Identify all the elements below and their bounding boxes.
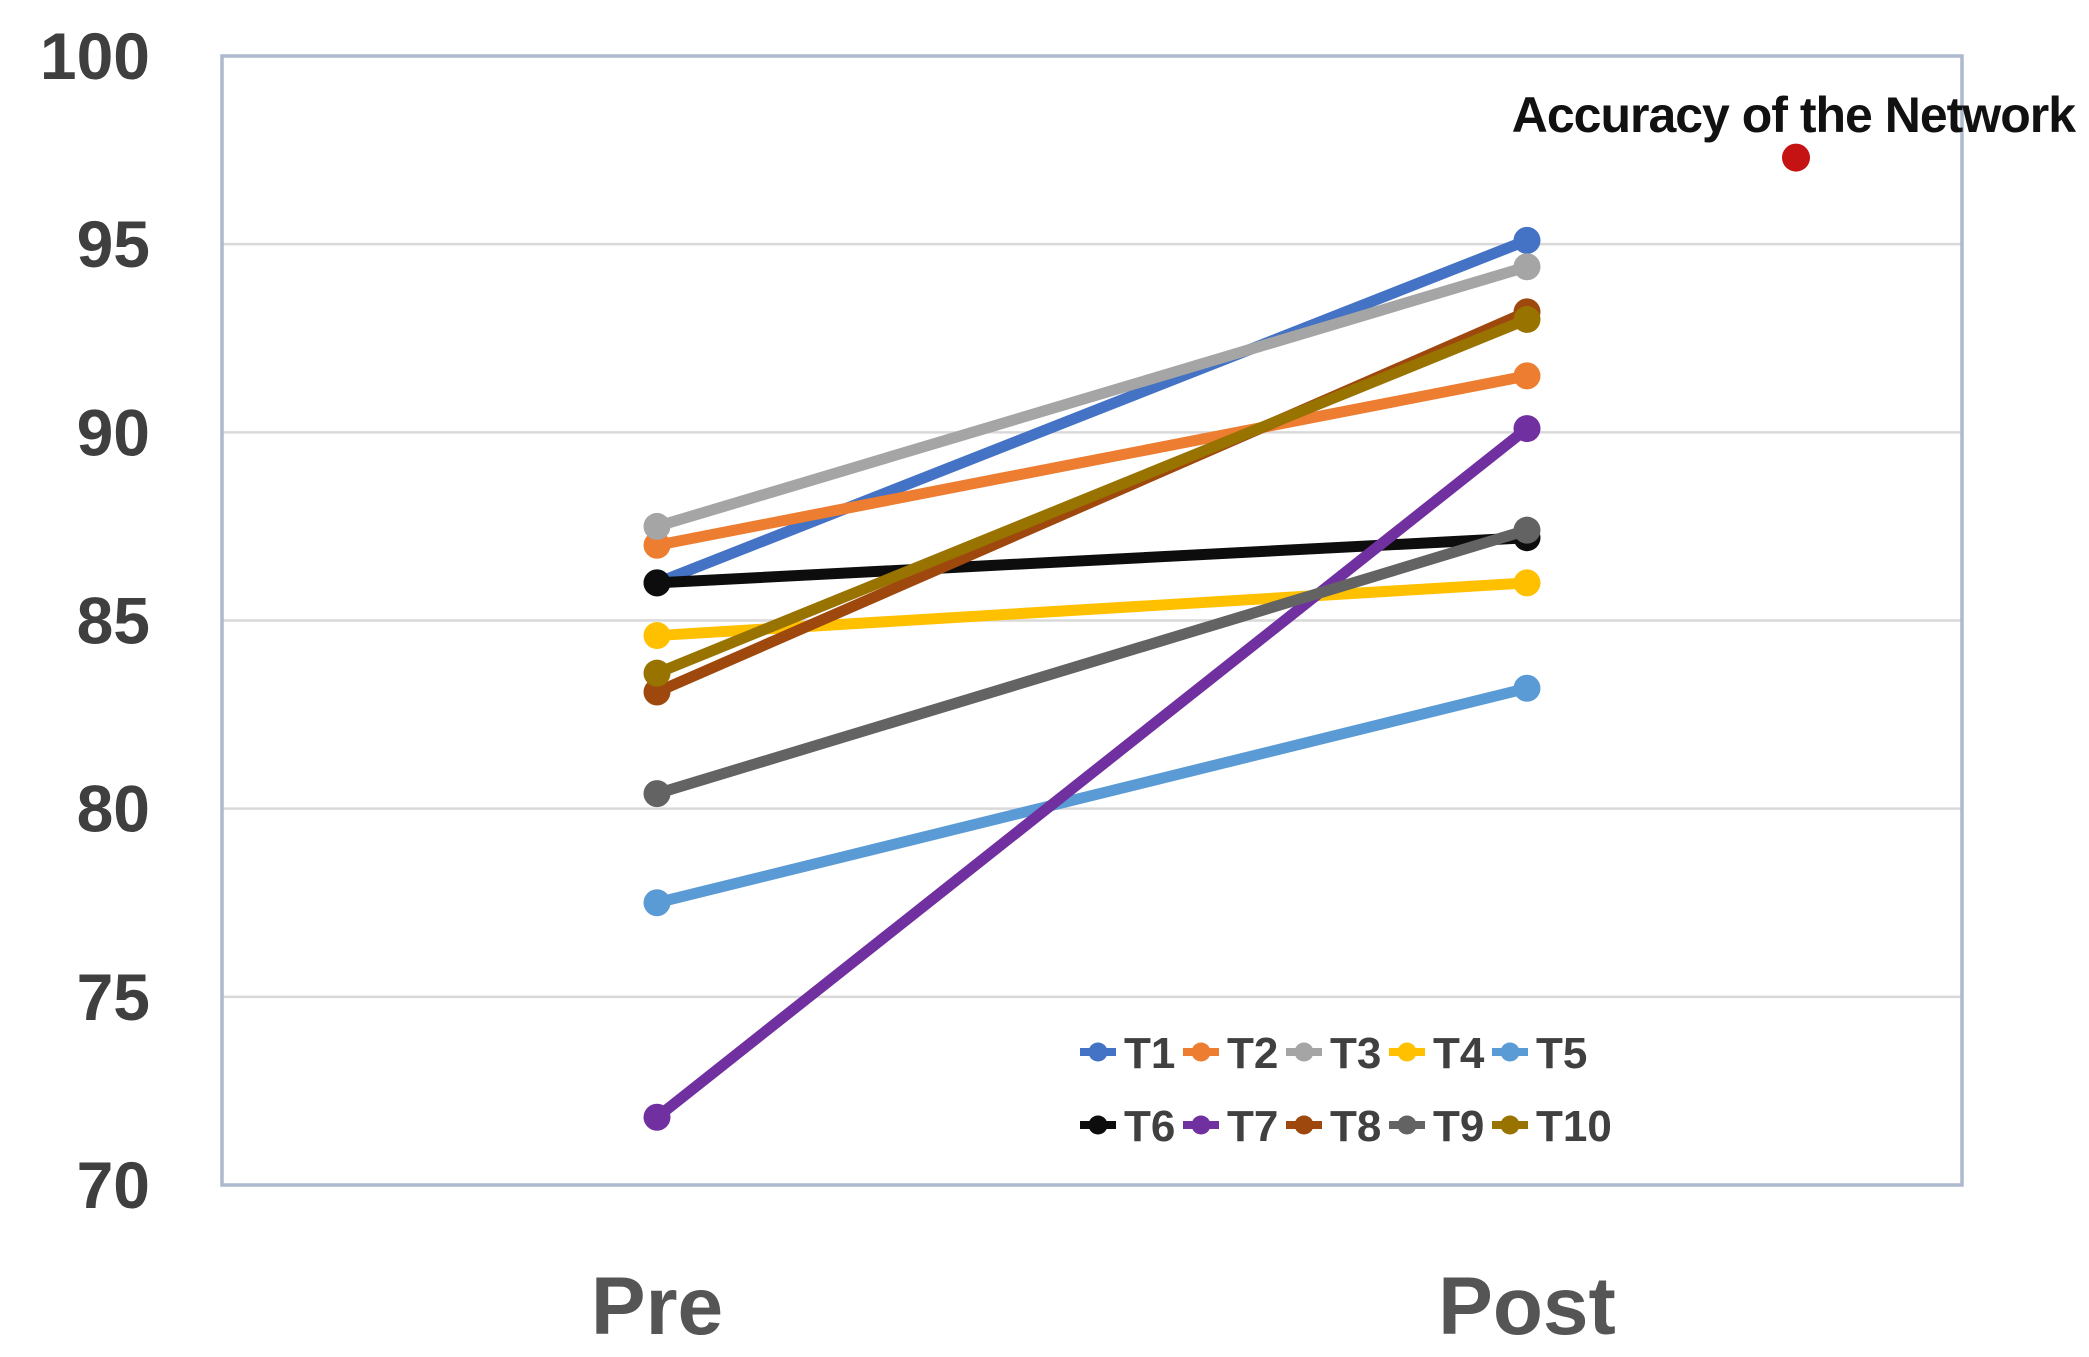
series-line-T6 — [651, 532, 1533, 589]
data-point-T7-pre — [643, 1103, 671, 1131]
annotation-red-dot — [1782, 143, 1810, 172]
series-line-T3 — [651, 261, 1533, 532]
y-tick-label-70: 70 — [77, 1148, 150, 1222]
data-point-T10-post — [1513, 305, 1541, 333]
series-line-T10 — [651, 313, 1533, 679]
data-point-T9-pre — [643, 780, 671, 808]
data-point-T4-pre — [643, 622, 671, 650]
legend-marker-dot-T7 — [1191, 1115, 1211, 1135]
legend-marker-dot-T8 — [1294, 1115, 1314, 1135]
y-tick-label-100: 100 — [40, 19, 150, 93]
data-point-T1-post — [1513, 226, 1541, 254]
legend-label-T2: T2 — [1227, 1029, 1278, 1078]
legend-marker-dot-T3 — [1294, 1042, 1314, 1062]
series-line-T9 — [651, 524, 1533, 800]
legend-label-T10: T10 — [1536, 1102, 1612, 1151]
series-line-T4 — [651, 577, 1533, 642]
data-point-T6-pre — [643, 569, 671, 597]
legend-label-T8: T8 — [1330, 1102, 1381, 1151]
series-line-T5 — [651, 682, 1533, 909]
legend-marker-dot-T6 — [1088, 1115, 1108, 1135]
legend-marker-dot-T1 — [1088, 1042, 1108, 1062]
data-point-T5-post — [1513, 674, 1541, 702]
chart-title: Accuracy of the Network — [1511, 87, 2076, 143]
data-point-T8-pre — [643, 678, 671, 706]
data-point-T2-post — [1513, 362, 1541, 390]
y-tick-label-85: 85 — [77, 584, 150, 658]
data-point-T3-post — [1513, 253, 1541, 281]
legend-marker-dot-T5 — [1500, 1042, 1520, 1062]
y-tick-label-90: 90 — [77, 395, 150, 469]
legend-label-T1: T1 — [1124, 1029, 1175, 1078]
legend-marker-dot-T9 — [1397, 1115, 1417, 1135]
x-category-label-pre: Pre — [591, 1261, 723, 1352]
x-category-label-post: Post — [1438, 1261, 1616, 1352]
legend-marker-dot-T4 — [1397, 1042, 1417, 1062]
data-point-T3-pre — [643, 512, 671, 540]
legend-label-T4: T4 — [1433, 1029, 1485, 1078]
legend-label-T9: T9 — [1433, 1102, 1484, 1151]
data-point-T5-pre — [643, 889, 671, 917]
data-point-T7-post — [1513, 415, 1541, 443]
data-point-T2-pre — [643, 531, 671, 559]
legend-label-T7: T7 — [1227, 1102, 1278, 1151]
y-tick-label-75: 75 — [77, 960, 150, 1034]
plot-border — [220, 54, 1964, 1187]
data-point-T4-post — [1513, 569, 1541, 597]
legend-label-T5: T5 — [1536, 1029, 1587, 1078]
data-point-T10-pre — [643, 659, 671, 687]
y-tick-label-80: 80 — [77, 772, 150, 846]
y-tick-label-95: 95 — [77, 207, 150, 281]
legend-label-T3: T3 — [1330, 1029, 1381, 1078]
data-point-T9-post — [1513, 516, 1541, 544]
series-line-T2 — [651, 370, 1533, 551]
legend-label-T6: T6 — [1124, 1102, 1175, 1151]
legend-marker-dot-T10 — [1500, 1115, 1520, 1135]
series-line-T1 — [651, 234, 1533, 589]
series-line-T7 — [651, 423, 1533, 1123]
legend-marker-dot-T2 — [1191, 1042, 1211, 1062]
